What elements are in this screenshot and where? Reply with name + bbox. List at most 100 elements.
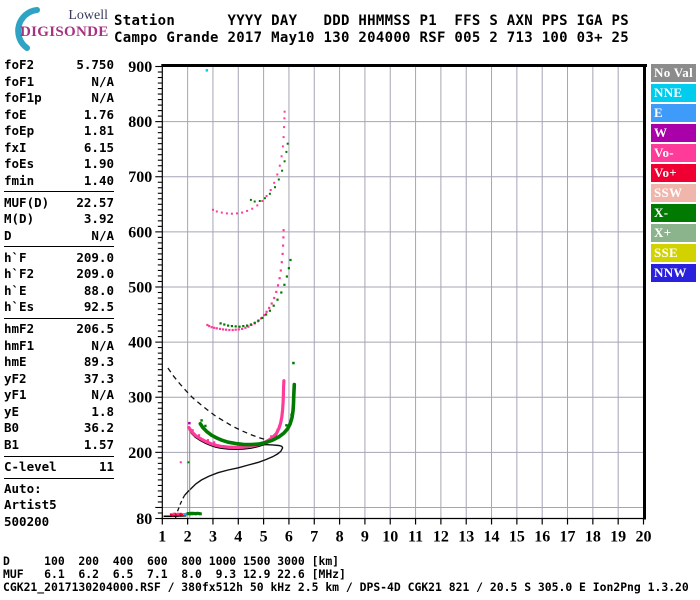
param-row-b1: B1 1.57 bbox=[4, 437, 114, 454]
legend-item-vo+: Vo+ bbox=[651, 164, 696, 182]
f-trace-1hop-o-scatter-dot bbox=[276, 428, 279, 431]
profile-dashed-diagonal bbox=[167, 367, 272, 442]
f-trace-3hop-o-dot bbox=[281, 145, 284, 148]
profile-solid bbox=[184, 443, 284, 496]
param-row-mufd: MUF(D) 22.57 bbox=[4, 195, 114, 212]
param-value: 11 bbox=[98, 458, 114, 474]
f-trace-3hop-x-dot bbox=[249, 198, 252, 201]
param-row-fof1p: foF1p N/A bbox=[4, 90, 114, 107]
y-tick-label: 300 bbox=[128, 390, 152, 407]
x-tick-label: 12 bbox=[433, 529, 449, 546]
f-trace-2hop-x-dot bbox=[242, 325, 245, 328]
param-row-fmin: fmin 1.40 bbox=[4, 173, 114, 190]
param-row-foe: foE 1.76 bbox=[4, 107, 114, 124]
header-columns-line: Station YYYY DAY DDD HHMMSS P1 FFS S AXN… bbox=[114, 13, 629, 29]
f-trace-2hop-o-dot bbox=[263, 314, 266, 317]
x-tick-label: 14 bbox=[484, 529, 500, 546]
legend-item-x-: X- bbox=[651, 204, 696, 222]
param-label: M(D) bbox=[4, 211, 35, 227]
x-tick-label: 16 bbox=[534, 529, 550, 546]
x-tick-label: 17 bbox=[560, 529, 576, 546]
f-trace-2hop-o-dot bbox=[268, 306, 271, 309]
f-trace-2hop-x-dot bbox=[238, 325, 241, 328]
panel-divider bbox=[4, 455, 114, 457]
f-trace-1hop-o-scatter-dot bbox=[191, 429, 194, 432]
param-value: N/A bbox=[91, 90, 114, 105]
param-label: foE bbox=[4, 106, 27, 122]
y-tick-label: 80 bbox=[136, 511, 152, 528]
param-value: 1.90 bbox=[83, 156, 114, 171]
param-label: D bbox=[4, 227, 12, 243]
param-label: h`F2 bbox=[4, 266, 35, 282]
f-trace-2hop-o-dot bbox=[210, 326, 213, 329]
panel-divider bbox=[4, 191, 114, 193]
f-trace-3hop-o-dot bbox=[215, 210, 218, 213]
f-trace-3hop-o-dot bbox=[283, 117, 286, 120]
f-trace-2hop-o-dot bbox=[273, 296, 276, 300]
f-trace-2hop-x-dot bbox=[234, 325, 237, 328]
param-row-hes: h`Es 92.5 bbox=[4, 299, 114, 316]
param-label: h`E bbox=[4, 282, 27, 298]
f-trace-2hop-o-dot bbox=[275, 290, 278, 293]
param-value: 206.5 bbox=[76, 321, 114, 337]
param-label: MUF(D) bbox=[4, 194, 50, 210]
f-trace-2hop-o-dot bbox=[280, 261, 283, 264]
e-trace-green-dot bbox=[198, 512, 202, 516]
f-trace-3hop-o-dot bbox=[236, 212, 238, 215]
f-trace-3hop-x-dot bbox=[277, 178, 280, 181]
f-trace-3hop-o-dot bbox=[265, 195, 268, 197]
param-value: 22.57 bbox=[76, 194, 114, 210]
y-tick-label: 800 bbox=[128, 114, 152, 131]
f-trace-3hop-x-dot bbox=[283, 160, 286, 163]
param-row-ye: yE 1.8 bbox=[4, 404, 114, 421]
param-label: hmF1 bbox=[4, 337, 35, 353]
param-row-hf: h`F 209.0 bbox=[4, 250, 114, 267]
legend-item-x+: X+ bbox=[651, 224, 696, 242]
stray-magenta-dot bbox=[188, 421, 191, 425]
f-trace-3hop-x-dot bbox=[258, 200, 261, 202]
param-row-md: M(D) 3.92 bbox=[4, 211, 114, 228]
f-trace-2hop-o-dot bbox=[225, 328, 228, 331]
f-trace-3hop-o-dot bbox=[220, 211, 223, 214]
f-trace-3hop-x-dot bbox=[268, 192, 271, 195]
y-tick-label: 500 bbox=[128, 279, 152, 296]
y-tick-label: 600 bbox=[128, 224, 152, 241]
f-trace-3hop-o-dot bbox=[241, 211, 244, 214]
param-label: yE bbox=[4, 403, 20, 419]
param-label: hmF2 bbox=[4, 321, 35, 337]
param-label: hmE bbox=[4, 354, 27, 370]
e-trace-green-dot bbox=[194, 512, 198, 516]
f-trace-2hop-o-dot bbox=[218, 327, 222, 330]
f-trace-3hop-o-dot bbox=[273, 181, 276, 184]
param-value: 209.0 bbox=[76, 266, 114, 282]
param-row-foes: foEs 1.90 bbox=[4, 156, 114, 173]
f-trace-2hop-o-dot bbox=[215, 327, 218, 330]
e-trace-red-dot bbox=[173, 512, 177, 516]
f-trace-3hop-o-dot bbox=[276, 173, 279, 176]
f-trace-2hop-x-dot bbox=[249, 323, 252, 326]
logo-lowell-text: Lowell bbox=[68, 8, 108, 23]
param-value: 1.40 bbox=[83, 172, 114, 188]
f-trace-2hop-o-dot bbox=[222, 328, 225, 331]
legend-item-nnw: NNW bbox=[651, 264, 696, 282]
plot-border-right bbox=[643, 64, 646, 520]
param-row-fof1: foF1 N/A bbox=[4, 74, 114, 91]
f-trace-3hop-o-dot bbox=[282, 136, 285, 139]
f-trace-2hop-o-dot bbox=[270, 302, 273, 305]
f-trace-2hop-x-dot bbox=[227, 324, 230, 327]
x-tick-label: 6 bbox=[285, 529, 293, 546]
f-trace-3hop-o-dot bbox=[251, 207, 254, 210]
f-trace-2hop-x-dot bbox=[287, 267, 290, 270]
f-trace-2hop-o-dot bbox=[237, 328, 240, 331]
param-row-hf2: h`F2 209.0 bbox=[4, 266, 114, 283]
f-trace-2hop-x-dot bbox=[265, 313, 268, 316]
legend-item-vo-: Vo- bbox=[651, 144, 696, 162]
x-tick-label: 11 bbox=[408, 529, 423, 546]
f-trace-2hop-o-dot bbox=[231, 328, 234, 332]
y-tick-label: 200 bbox=[128, 445, 152, 462]
param-label: yF1 bbox=[4, 387, 27, 403]
f-trace-2hop-x-dot bbox=[283, 283, 286, 286]
legend-item-sse: SSE bbox=[651, 244, 696, 262]
f-trace-3hop-o-dot bbox=[278, 164, 281, 167]
